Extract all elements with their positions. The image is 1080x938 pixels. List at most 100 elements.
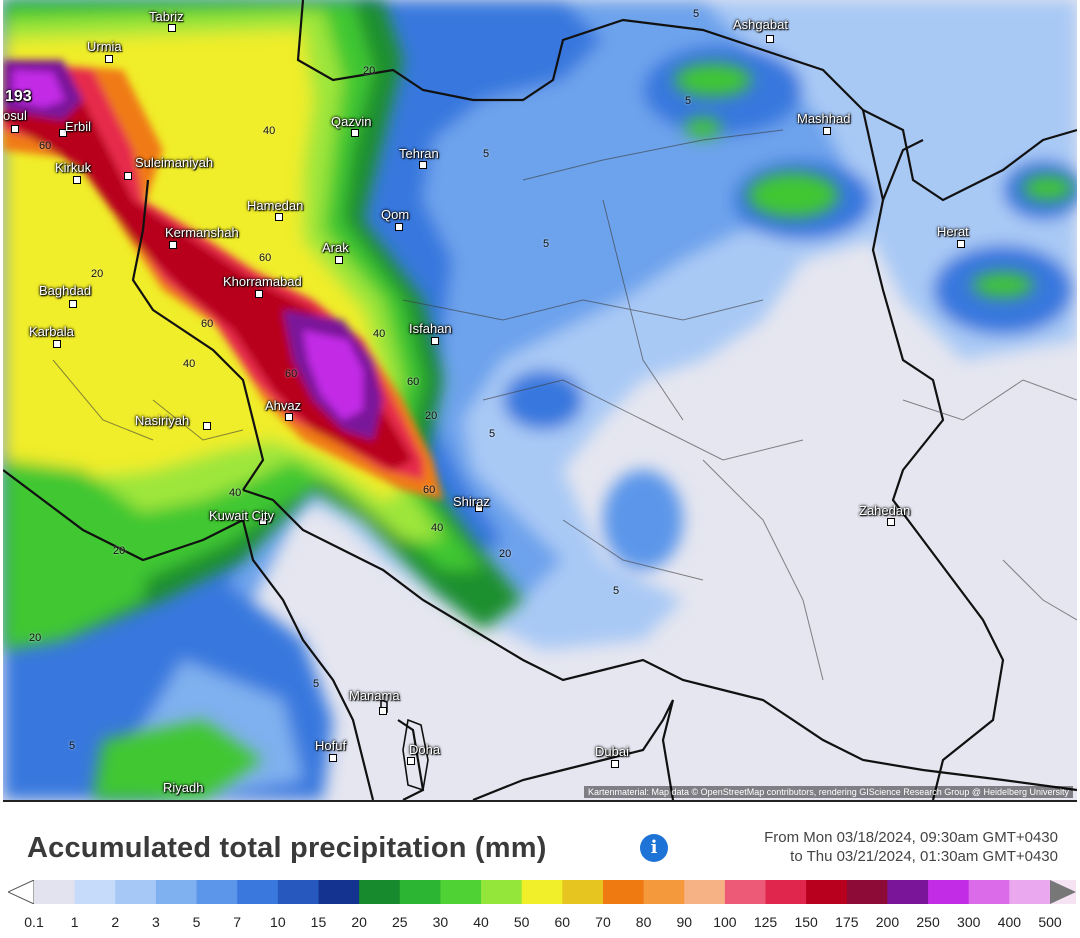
scale-swatch: [1009, 880, 1051, 904]
city-label-erbil[interactable]: Erbil: [65, 119, 92, 134]
scale-arrow-min: [8, 880, 35, 904]
city-label-shiraz[interactable]: Shiraz: [453, 494, 490, 509]
scale-swatch: [74, 880, 116, 904]
city-label-ahvaz[interactable]: Ahvaz: [265, 398, 302, 413]
city-label-hofuf[interactable]: Hofuf: [315, 738, 347, 753]
city-dot-erbil[interactable]: [59, 129, 67, 137]
scale-swatch: [724, 880, 767, 904]
city-dot-qazvin[interactable]: [351, 129, 359, 137]
contour-label: 5: [489, 428, 496, 440]
city-dot-khorramabad[interactable]: [255, 290, 263, 298]
scale-tick-label: 10: [270, 914, 286, 930]
scale-tick-label: 100: [713, 914, 737, 930]
scale-swatch: [684, 880, 726, 904]
city-label-zahedan[interactable]: Zahedan: [859, 503, 911, 518]
city-label-baghdad[interactable]: Baghdad: [39, 283, 92, 298]
scale-swatch: [196, 880, 238, 904]
color-scale-ticks: 0.1 1 2 3 5 7 10 15 20 25 30 40 50 60 70 80 90 100 125 150 1…: [0, 914, 1080, 934]
city-dot-tehran[interactable]: [419, 161, 427, 169]
city-label-tehran[interactable]: Tehran: [399, 146, 439, 161]
city-label-herat[interactable]: Herat: [937, 224, 969, 239]
city-dot-shiraz[interactable]: [475, 504, 483, 512]
contour-label: 40: [263, 125, 276, 137]
time-range-from: From Mon 03/18/2024, 09:30am GMT+0430: [764, 829, 1058, 846]
contour-label: 40: [229, 487, 242, 499]
city-label-karbala[interactable]: Karbala: [29, 324, 74, 339]
city-label-kuwait[interactable]: Kuwait City: [209, 508, 275, 523]
contour-label: 20: [29, 632, 42, 644]
scale-swatch: [277, 880, 319, 904]
city-label-dubai[interactable]: Dubai: [595, 744, 629, 759]
city-dot-hamedan[interactable]: [275, 213, 283, 221]
city-dot-kuwait[interactable]: [259, 517, 267, 525]
city-label-qazvin[interactable]: Qazvin: [331, 114, 372, 129]
city-dot-mosul[interactable]: [11, 125, 19, 133]
scale-tick-label: 125: [753, 914, 778, 930]
city-dot-kirkuk[interactable]: [73, 176, 81, 184]
scale-tick-label: 175: [835, 914, 859, 930]
info-icon[interactable]: i: [640, 834, 668, 862]
scale-swatch: [887, 880, 929, 904]
city-dot-kermanshah[interactable]: [169, 241, 177, 249]
scale-swatch: [237, 880, 279, 904]
scale-tick-label: 25: [391, 914, 408, 930]
precipitation-map[interactable]: 5 5 5 5 5 5 5 5 20 20 20 20 20 20 40 40 …: [3, 0, 1077, 802]
city-label-khorramabad[interactable]: Khorramabad: [223, 274, 302, 289]
city-dot-dubai[interactable]: [611, 760, 619, 768]
city-label-kermanshah[interactable]: Kermanshah: [165, 225, 239, 240]
map-attribution[interactable]: Kartenmaterial: Map data © OpenStreetMap…: [584, 786, 1073, 798]
city-label-kirkuk[interactable]: Kirkuk: [55, 160, 92, 175]
scale-tick-label: 2: [111, 914, 120, 930]
city-label-hamedan[interactable]: Hamedan: [247, 198, 304, 213]
city-label-suleimaniyah[interactable]: Suleimaniyah: [135, 155, 214, 170]
scale-swatch: [359, 880, 401, 904]
city-dot-qom[interactable]: [395, 223, 403, 231]
city-label-ashgabat[interactable]: Ashgabat: [733, 17, 788, 32]
city-label-mosul[interactable]: osul: [3, 108, 27, 123]
city-dot-herat[interactable]: [957, 240, 965, 248]
city-dot-doha[interactable]: [407, 757, 415, 765]
city-label-isfahan[interactable]: Isfahan: [409, 321, 452, 336]
city-dot-suleimaniyah[interactable]: [124, 172, 132, 180]
city-dot-urmia[interactable]: [105, 55, 113, 63]
contour-label: 5: [543, 238, 550, 250]
time-range: From Mon 03/18/2024, 09:30am GMT+0430 to…: [764, 828, 1058, 866]
city-dot-nasiriyah[interactable]: [203, 422, 211, 430]
city-label-qom[interactable]: Qom: [381, 207, 410, 222]
city-dot-tabriz[interactable]: [168, 24, 176, 32]
city-dot-ashgabat[interactable]: [766, 35, 774, 43]
city-label-riyadh[interactable]: Riyadh: [163, 780, 204, 795]
city-label-arak[interactable]: Arak: [322, 240, 349, 255]
scale-swatch: [481, 880, 523, 904]
city-dot-isfahan[interactable]: [431, 337, 439, 345]
scale-swatch: [34, 880, 76, 904]
city-dot-zahedan[interactable]: [887, 518, 895, 526]
scale-tick-label: 0.1: [24, 914, 44, 930]
scale-swatch: [928, 880, 970, 904]
city-label-mashhad[interactable]: Mashhad: [797, 111, 851, 126]
city-dot-mashhad[interactable]: [823, 127, 831, 135]
city-dot-ahvaz[interactable]: [285, 413, 293, 421]
contour-label: 5: [613, 585, 620, 597]
scale-tick-label: 300: [957, 914, 981, 930]
scale-swatch: [521, 880, 563, 904]
contour-label: 5: [685, 95, 692, 107]
contour-label: 5: [483, 148, 490, 160]
city-label-manama[interactable]: Manama: [349, 688, 400, 703]
city-label-doha[interactable]: Doha: [409, 742, 441, 757]
scale-swatch: [643, 880, 685, 904]
city-dot-karbala[interactable]: [53, 340, 61, 348]
contour-label: 60: [201, 318, 214, 330]
scale-tick-label: 90: [676, 914, 693, 930]
city-label-urmia[interactable]: Urmia: [87, 39, 122, 54]
city-label-nasiriyah[interactable]: Nasiriyah: [135, 413, 190, 428]
city-dot-arak[interactable]: [335, 256, 343, 264]
city-dot-baghdad[interactable]: [69, 300, 77, 308]
city-label-tabriz[interactable]: Tabriz: [149, 9, 184, 24]
city-dot-manama[interactable]: [379, 707, 387, 715]
contour-label: 60: [407, 376, 420, 388]
scale-swatch: [806, 880, 848, 904]
scale-tick-label: 60: [554, 914, 571, 930]
scale-tick-label: 200: [875, 914, 900, 930]
city-dot-hofuf[interactable]: [329, 754, 337, 762]
